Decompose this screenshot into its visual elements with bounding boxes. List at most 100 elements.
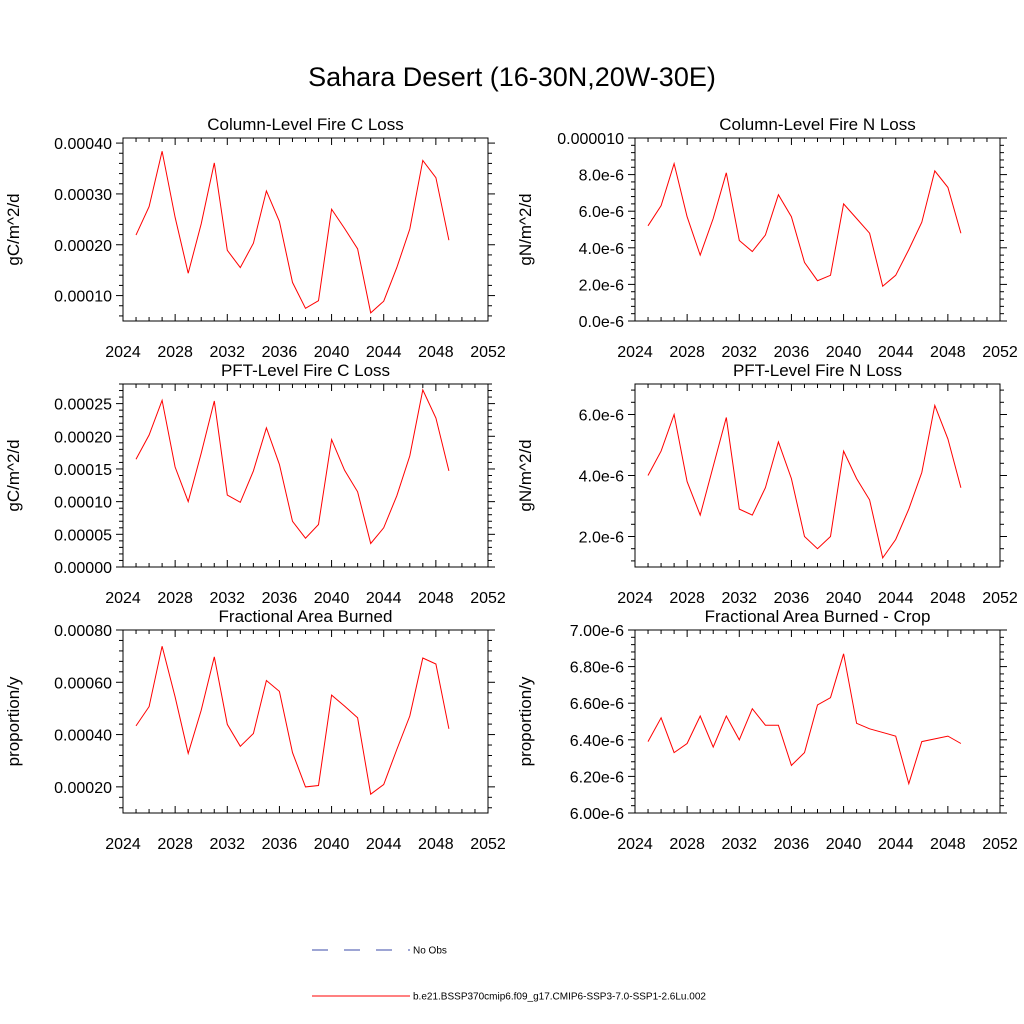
y-tick-label: 0.00060 [54, 675, 112, 692]
plot-frame [634, 629, 1001, 814]
chart-panel-5: Fractional Area Burned 2024 2028 2032 2036 20… [4, 607, 506, 853]
x-tick-label: 2024 [617, 344, 653, 361]
y-tick-label: 8.0e-6 [579, 168, 624, 185]
y-tick-label: 6.0e-6 [579, 408, 624, 425]
y-tick-label: 0.00040 [54, 136, 112, 153]
x-tick-label: 2052 [982, 836, 1018, 853]
panel-title: PFT-Level Fire N Loss [733, 361, 902, 380]
y-tick-label: 0.00020 [54, 429, 112, 446]
x-tick-label: 2036 [774, 590, 810, 607]
chart-panel-6: Fractional Area Burned - Crop 2024 2028 203… [516, 607, 1018, 853]
legend: No Obs b.e21.BSSP370cmip6.f09_g17.CMIP6-… [312, 946, 706, 1003]
x-tick-label: 2048 [418, 836, 454, 853]
series-line [647, 161, 962, 288]
x-tick-label: 2040 [826, 344, 862, 361]
x-tick-label: 2044 [878, 590, 914, 607]
chart-panel-1: Column-Level Fire C Loss 2024 2028 2032 2036… [4, 115, 506, 361]
y-axis-label: gN/m^2/d [516, 439, 535, 511]
series-line [135, 151, 450, 314]
y-tick-label: 6.00e-6 [570, 806, 624, 823]
x-tick-label: 2028 [669, 344, 705, 361]
y-axis-label: proportion/y [4, 676, 23, 766]
x-tick-label: 2052 [470, 344, 506, 361]
x-tick-label: 2048 [418, 590, 454, 607]
x-tick-label: 2040 [314, 836, 350, 853]
x-tick-label: 2024 [105, 344, 141, 361]
y-axis-label: proportion/y [516, 676, 535, 766]
x-tick-label: 2048 [930, 590, 966, 607]
figure-title: Sahara Desert (16-30N,20W-30E) [308, 62, 716, 92]
y-tick-label: 0.00020 [54, 780, 112, 797]
y-axis-label: gC/m^2/d [4, 193, 23, 265]
y-tick-label: 2.0e-6 [579, 530, 624, 547]
x-tick-label: 2052 [470, 836, 506, 853]
series-line [647, 653, 962, 786]
x-tick-label: 2032 [721, 344, 757, 361]
x-tick-label: 2028 [157, 344, 193, 361]
y-tick-label: 0.00025 [54, 397, 112, 414]
panel-title: Column-Level Fire N Loss [719, 115, 916, 134]
y-tick-label: 0.00010 [54, 289, 112, 306]
chart-panel-4: PFT-Level Fire N Loss 2024 2028 2032 2036 204… [516, 361, 1018, 607]
chart-panel-2: Column-Level Fire N Loss 2024 2028 2032 2036… [516, 115, 1018, 361]
legend-model-label: b.e21.BSSP370cmip6.f09_g17.CMIP6-SSP3-7.… [413, 992, 706, 1003]
x-tick-label: 2028 [669, 590, 705, 607]
x-tick-label: 2032 [721, 836, 757, 853]
x-tick-label: 2024 [105, 590, 141, 607]
y-tick-label: 6.60e-6 [570, 696, 624, 713]
panel-title: Fractional Area Burned - Crop [705, 607, 931, 626]
x-tick-label: 2052 [982, 344, 1018, 361]
x-tick-label: 2032 [209, 590, 245, 607]
x-tick-label: 2040 [314, 590, 350, 607]
y-tick-label: 6.20e-6 [570, 769, 624, 786]
panel-title: Fractional Area Burned [219, 607, 393, 626]
y-tick-label: 0.00040 [54, 728, 112, 745]
x-tick-label: 2048 [930, 836, 966, 853]
x-tick-label: 2044 [878, 344, 914, 361]
x-tick-label: 2036 [774, 836, 810, 853]
series-line [135, 646, 450, 796]
y-tick-label: 4.0e-6 [579, 469, 624, 486]
x-tick-label: 2052 [982, 590, 1018, 607]
chart-panel-3: PFT-Level Fire C Loss 2024 2028 2032 2036 204… [4, 361, 506, 607]
x-tick-label: 2040 [826, 836, 862, 853]
series-line [647, 403, 962, 560]
x-tick-label: 2024 [617, 836, 653, 853]
y-tick-label: 0.00020 [54, 238, 112, 255]
x-tick-label: 2024 [617, 590, 653, 607]
x-tick-label: 2032 [209, 836, 245, 853]
x-tick-label: 2032 [209, 344, 245, 361]
x-tick-label: 2024 [105, 836, 141, 853]
panel-title: PFT-Level Fire C Loss [221, 361, 390, 380]
x-tick-label: 2040 [314, 344, 350, 361]
y-tick-label: 0.00010 [54, 495, 112, 512]
panel-title: Column-Level Fire C Loss [207, 115, 404, 134]
x-tick-label: 2048 [418, 344, 454, 361]
x-tick-label: 2028 [157, 836, 193, 853]
x-tick-label: 2032 [721, 590, 757, 607]
x-tick-label: 2048 [930, 344, 966, 361]
y-tick-label: 6.80e-6 [570, 660, 624, 677]
y-tick-label: 6.40e-6 [570, 733, 624, 750]
x-tick-label: 2028 [157, 590, 193, 607]
y-axis-label: gC/m^2/d [4, 439, 23, 511]
y-tick-label: 0.00000 [54, 560, 112, 577]
y-tick-label: 2.0e-6 [579, 277, 624, 294]
plot-frame [634, 383, 1001, 568]
x-tick-label: 2028 [669, 836, 705, 853]
y-tick-label: 0.00030 [54, 187, 112, 204]
y-tick-label: 0.00080 [54, 623, 112, 640]
y-tick-label: 0.000010 [557, 131, 624, 148]
x-tick-label: 2044 [366, 590, 402, 607]
x-tick-label: 2036 [262, 590, 298, 607]
x-tick-label: 2036 [774, 344, 810, 361]
y-tick-label: 6.0e-6 [579, 204, 624, 221]
plot-frame [634, 137, 1001, 322]
legend-no-obs-label: No Obs [413, 946, 447, 957]
y-tick-label: 7.00e-6 [570, 623, 624, 640]
y-axis-label: gN/m^2/d [516, 193, 535, 265]
y-tick-label: 4.0e-6 [579, 241, 624, 258]
x-tick-label: 2044 [878, 836, 914, 853]
y-tick-label: 0.00005 [54, 527, 112, 544]
